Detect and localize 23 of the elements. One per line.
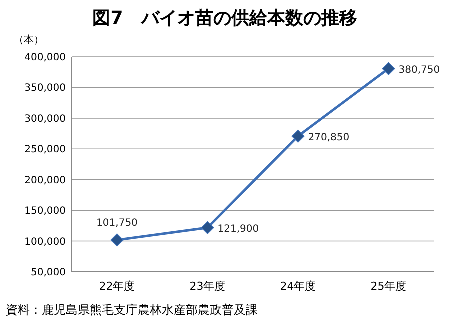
x-tick-label: 24年度 [280, 280, 316, 293]
y-tick-label: 250,000 [24, 144, 66, 156]
data-label: 380,750 [398, 64, 440, 76]
x-tick-label: 22年度 [99, 280, 136, 293]
point [292, 130, 305, 143]
point [201, 221, 214, 234]
x-tick-label: 25年度 [370, 280, 407, 293]
data-label: 121,900 [218, 224, 260, 235]
y-tick-label: 50,000 [31, 268, 66, 278]
chart-title: 図7 バイオ苗の供給本数の推移 [92, 8, 358, 29]
data-label: 270,850 [308, 132, 350, 144]
y-tick-label: 300,000 [24, 114, 66, 125]
text: 資料：鹿児島県熊毛支庁農林水産部農政普及課 [6, 303, 258, 317]
point [382, 62, 396, 76]
x-tick-label: 23年度 [190, 280, 226, 293]
point [110, 234, 124, 247]
y-tick-label: 200,000 [24, 175, 66, 186]
y-tick-label: 100,000 [24, 236, 66, 248]
y-tick-label: 400,000 [24, 52, 66, 64]
data-label: 101,750 [96, 218, 138, 230]
y-tick-label: 150,000 [24, 206, 66, 218]
y-tick-label: 350,000 [24, 83, 66, 94]
y-axis-title: （本） [14, 34, 44, 46]
